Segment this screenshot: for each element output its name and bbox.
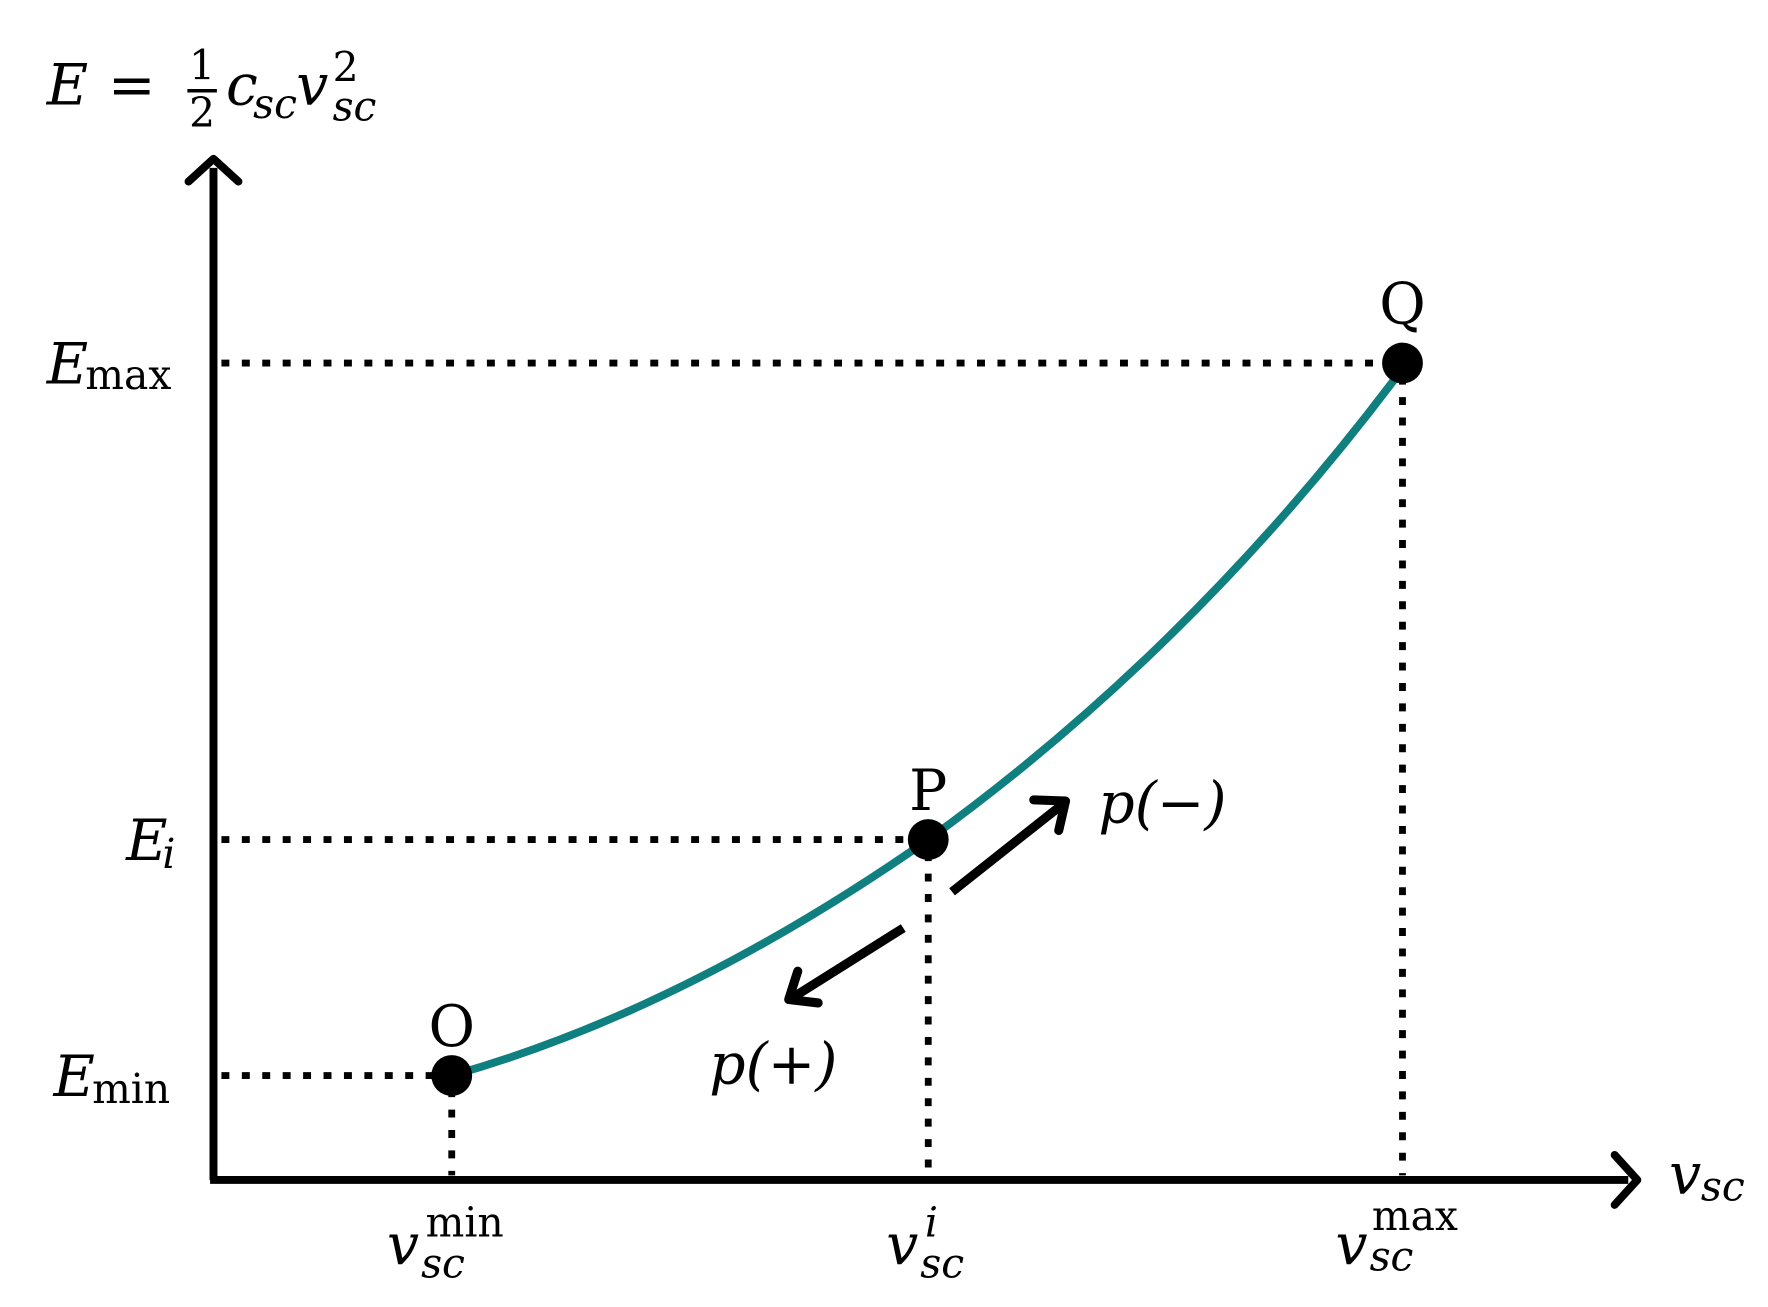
arrow-up: [949, 801, 1064, 896]
label-part: 2: [333, 44, 359, 92]
label-part: v: [296, 52, 328, 118]
arrow-up-head: [1029, 795, 1071, 836]
arrow-down-head: [784, 966, 823, 1008]
x-tick-label: v: [387, 1212, 419, 1278]
y-axis-label: E = 1 2 c sc v 2 sc: [46, 41, 377, 137]
x-tick-label: min: [426, 1199, 504, 1247]
x-axis-label: v: [1669, 1142, 1701, 1208]
x-tick-label: v: [886, 1212, 918, 1278]
point-p: [907, 819, 949, 860]
y-tick-label: max: [85, 351, 171, 399]
y-tick-label: E: [46, 331, 88, 397]
label-part: sc: [333, 82, 377, 130]
x-tick-label: sc: [1370, 1233, 1414, 1281]
y-tick-label: E: [125, 808, 167, 874]
label-part: =: [108, 52, 156, 118]
label-part: 1: [189, 41, 215, 89]
arrow-down: [790, 924, 906, 1002]
point-o: [431, 1055, 473, 1096]
x-tick-label: v: [1336, 1212, 1368, 1278]
point-label: Q: [1379, 271, 1426, 337]
x-tick-label: i: [925, 1199, 938, 1247]
y-tick-label: min: [92, 1065, 170, 1113]
x-tick-label: sc: [421, 1240, 465, 1288]
label-part: 2: [189, 89, 215, 137]
y-axis-arrow: [184, 154, 243, 186]
x-tick-label: max: [1372, 1192, 1458, 1240]
y-tick-label: E: [53, 1044, 95, 1110]
y-tick-label: i: [162, 830, 175, 878]
point-q: [1382, 342, 1423, 384]
point-label: O: [428, 994, 475, 1060]
arrow-label: p(−): [1098, 771, 1226, 837]
label-part: E: [46, 52, 88, 118]
x-tick-label: sc: [920, 1240, 964, 1288]
arrow-label: p(+): [709, 1031, 837, 1097]
x-axis-arrow: [1610, 1150, 1642, 1209]
label-part: sc: [253, 80, 297, 128]
energy-curve: [450, 366, 1406, 1080]
label-part: c: [226, 52, 258, 118]
x-axis-label: sc: [1701, 1162, 1745, 1210]
point-label: P: [909, 758, 947, 824]
